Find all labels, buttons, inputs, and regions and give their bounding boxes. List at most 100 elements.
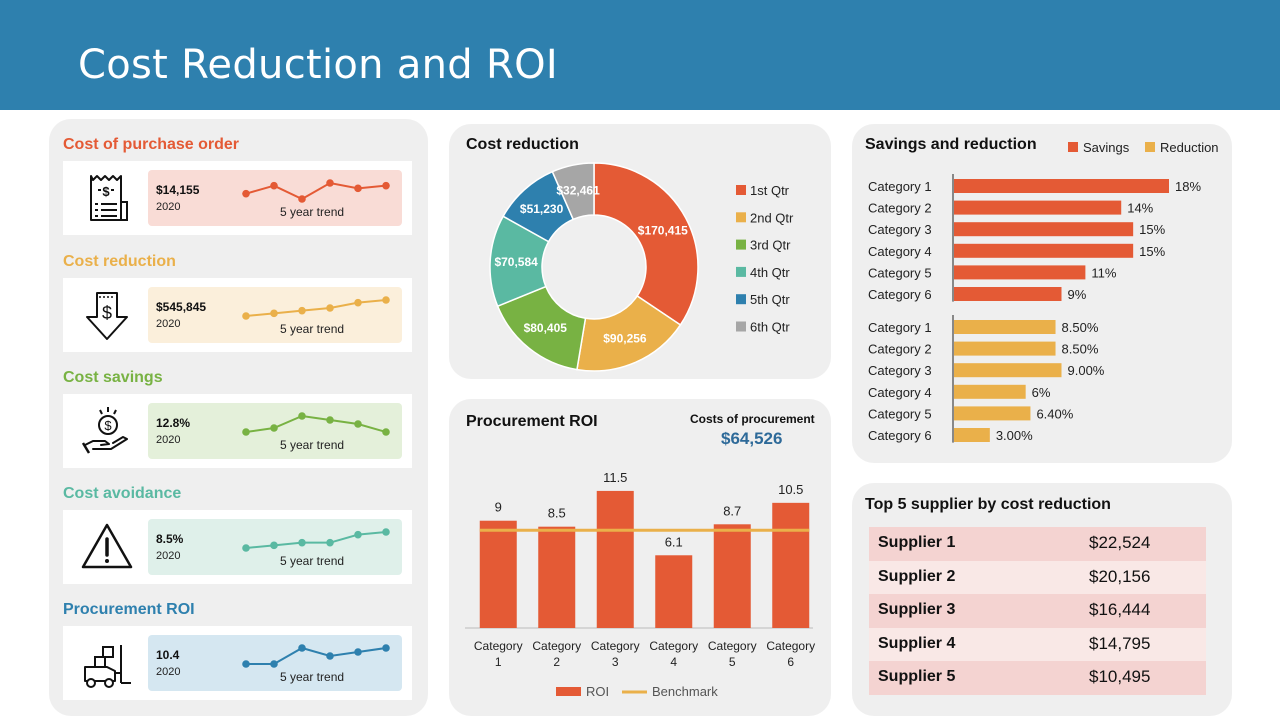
savings-data-label: 11% [1091,265,1116,280]
kpi-sparkline [242,296,390,320]
sparkline-line [245,414,387,433]
sparkline-line [245,181,387,201]
savings-bar [954,341,1056,356]
savings-title: Savings and reduction [865,136,1037,153]
supplier-panel: Top 5 supplier by cost reduction Supplie… [852,483,1232,716]
roi-category-number: 3 [612,655,619,669]
sparkline-point [382,296,390,304]
legend-swatch [1068,142,1078,152]
sparkline-point [270,181,278,190]
sparkline-point [382,181,390,190]
legend-swatch [1145,142,1155,152]
legend-swatch [736,321,746,332]
legend-label: 6th Qtr [750,320,790,335]
kpi-card: $ $14,155 2020 5 year trend [63,161,412,235]
sparkline-point [326,538,334,547]
donut-slice [593,162,699,326]
kpi-title: Cost avoidance [63,485,182,502]
legend-label-roi: ROI [586,684,609,699]
header-banner: Cost Reduction and ROI [0,0,1280,110]
cost-reduction-title: Cost reduction [466,136,579,153]
savings-category-label: Category 1 [868,320,932,335]
receipt-icon: $ [90,175,128,221]
legend-label: 2nd Qtr [750,210,794,225]
down-arrow-dollar-icon: $ [86,292,128,340]
svg-text:$: $ [102,303,112,323]
supplier-row: Supplier 1 $22,524 [869,527,1206,561]
cost-reduction-panel: Cost reduction $170,415 $90,256 $80,405 $70… [449,124,831,379]
supplier-name: Supplier 4 [878,634,956,652]
savings-bar [954,384,1026,399]
savings-category-label: Category 3 [868,363,932,378]
legend-label: 4th Qtr [750,265,790,280]
procurement-roi-title: Procurement ROI [466,413,598,430]
roi-category-number: 2 [553,655,560,669]
savings-data-label: 8.50% [1062,342,1099,357]
kpi-year: 2020 [156,434,181,446]
donut-chart: $170,415 $90,256 $80,405 $70,584 $51,230 $32,… [489,162,794,372]
kpi-panel: Cost of purchase order $ $14,155 2020 5 year… [49,119,428,716]
donut-slice [551,162,595,221]
savings-category-label: Category 3 [868,222,932,237]
sparkline-line [245,299,387,317]
roi-bar [772,502,810,628]
roi-data-label: 6.1 [665,534,683,549]
legend-label-benchmark: Benchmark [652,684,718,699]
supplier-name: Supplier 3 [878,601,956,619]
roi-category-label: Category [708,639,757,653]
legend-swatch [736,212,746,223]
roi-data-label: 11.5 [603,470,627,485]
kpi-title: Cost reduction [63,253,176,270]
donut-data-label: $51,230 [520,202,564,216]
supplier-amount: $16,444 [1089,600,1151,620]
sparkline-point [242,428,250,436]
kpi-sparkline [242,528,390,552]
supplier-row: Supplier 3 $16,444 [869,594,1206,629]
kpi-title: Procurement ROI [63,601,195,618]
supplier-title: Top 5 supplier by cost reduction [865,496,1111,513]
kpi-sparkline [242,412,390,436]
costs-of-procurement-label: Costs of procurement [690,412,815,426]
kpi-value: 12.8% [156,416,191,430]
supplier-amount: $10,495 [1089,667,1151,687]
savings-bar [954,200,1122,215]
savings-data-label: 9% [1068,287,1087,302]
sparkline-point [298,538,306,547]
savings-data-label: 6% [1032,385,1051,400]
kpi-year: 2020 [156,550,181,562]
kpi-value: 10.4 [156,648,180,662]
savings-data-label: 18% [1175,179,1201,194]
kpi-trend-label: 5 year trend [280,205,345,219]
kpi-box: 10.4 2020 5 year trend [148,635,402,691]
legend-label: 3rd Qtr [750,238,791,253]
savings-category-label: Category 6 [868,287,932,302]
savings-category-label: Category 2 [868,342,932,357]
legend-label: 1st Qtr [750,183,790,198]
roi-category-number: 4 [670,655,677,669]
sparkline-point [298,195,306,203]
sparkline-point [326,304,334,312]
kpi-card: 8.5% 2020 5 year trend [63,510,412,584]
savings-panel: Savings and reduction Savings Reduction Ca… [852,124,1232,463]
savings-data-label: 15% [1139,244,1165,259]
legend-swatch [736,266,746,277]
kpi-trend-label: 5 year trend [280,322,345,336]
supplier-amount: $14,795 [1089,633,1151,653]
sparkline-point [382,428,390,436]
roi-bar [538,526,576,628]
sparkline-point [326,652,334,660]
roi-data-label: 10.5 [778,482,803,497]
supplier-name: Supplier 1 [878,534,956,551]
savings-bar [954,428,990,442]
kpi-card: 10.4 2020 5 year trend [63,626,412,700]
roi-bar [655,555,693,628]
roi-bar-chart: 9 Category 1 8.5 Category 2 11.5 Category 3 6.1 Ca… [465,470,815,699]
kpi-trend-label: 5 year trend [280,438,345,452]
sparkline-point [354,530,362,539]
kpi-trend-label: 5 year trend [280,554,345,568]
sparkline-point [326,179,334,187]
sparkline-point [270,309,278,318]
svg-text:$: $ [104,418,112,433]
kpi-box: 8.5% 2020 5 year trend [148,519,402,575]
sparkline-point [270,541,278,550]
